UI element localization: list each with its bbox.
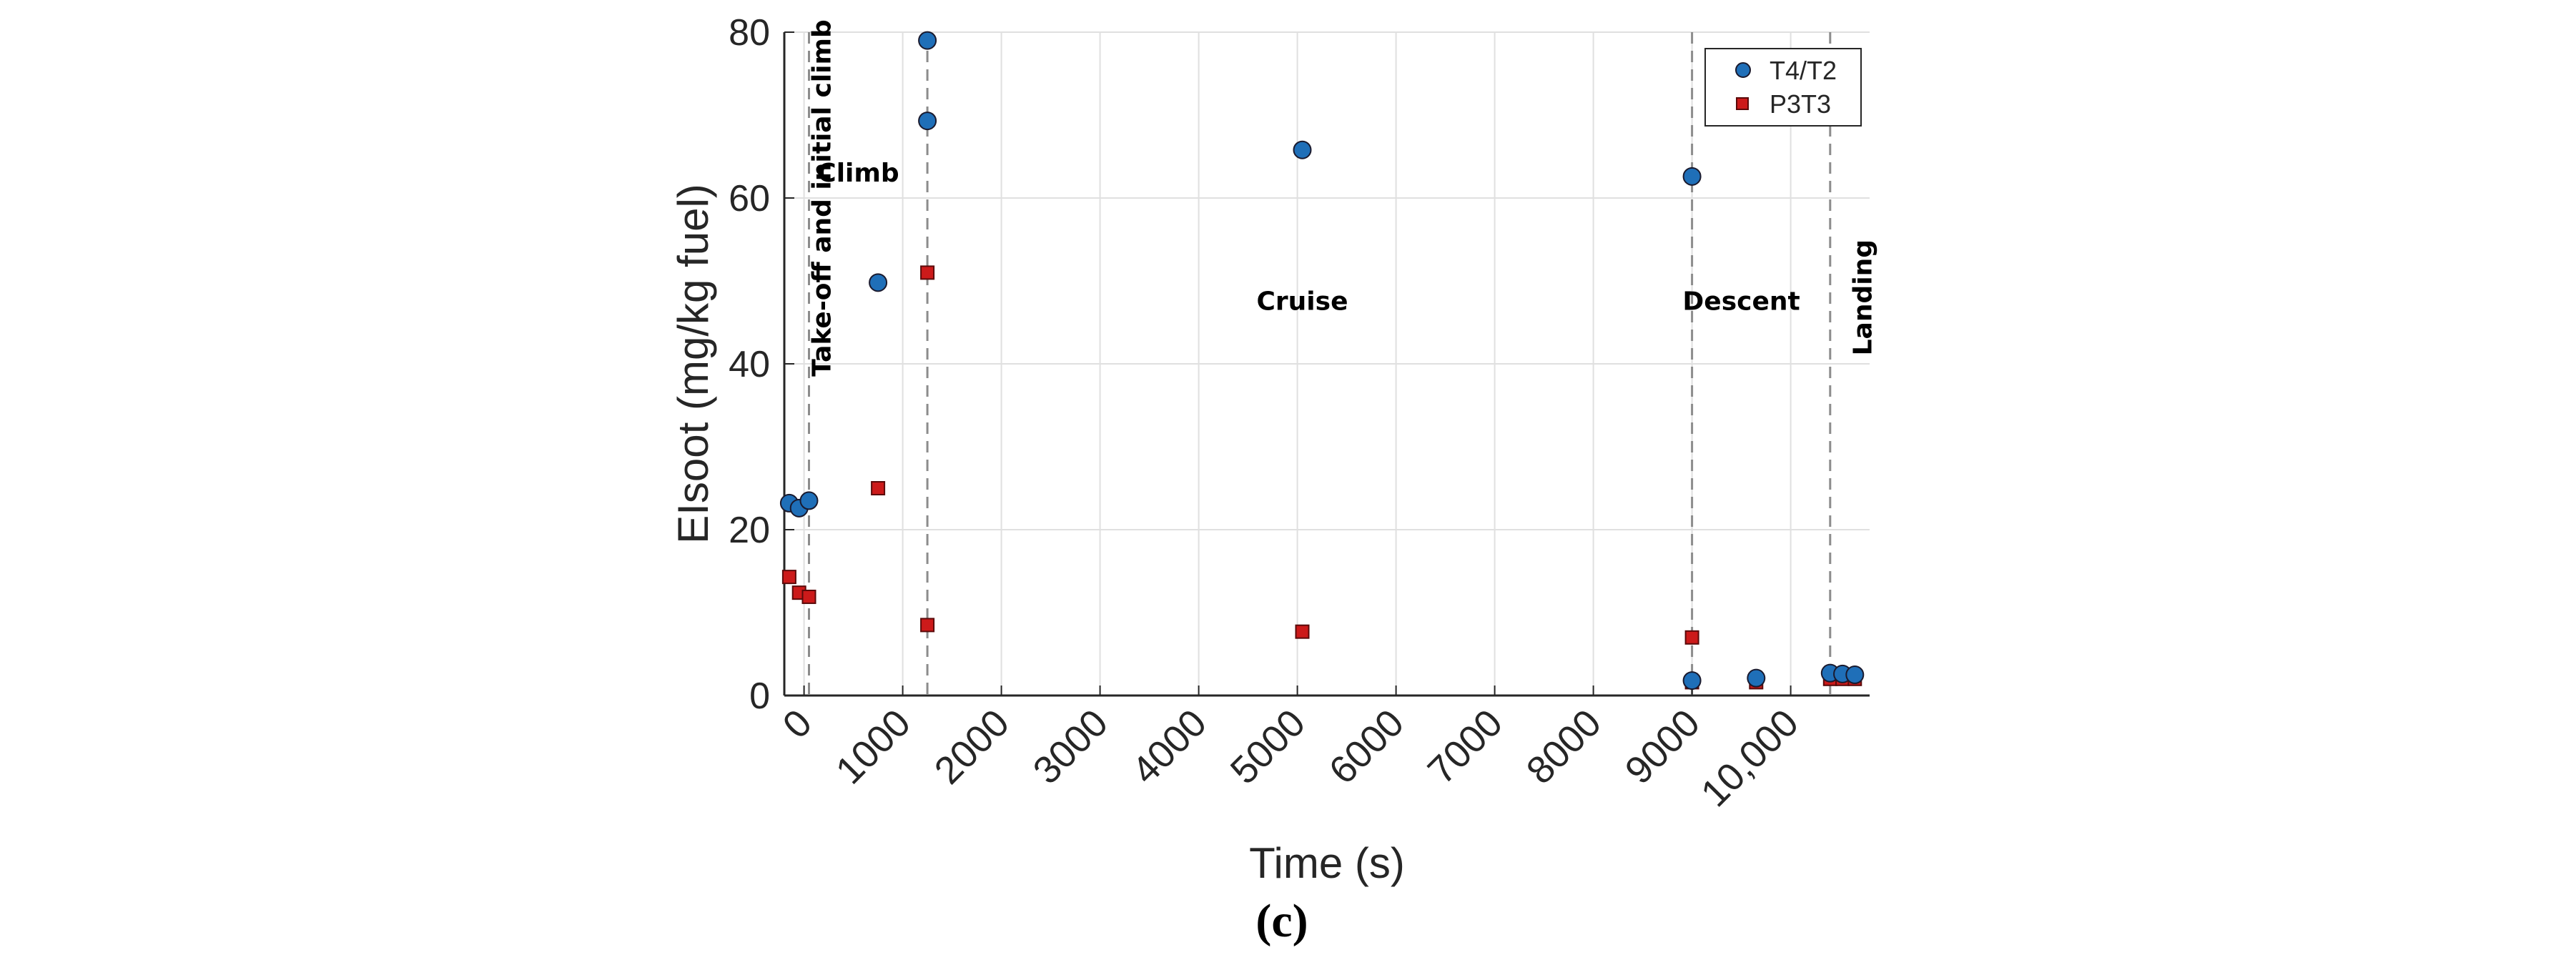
x-tick-labels: 0 1000 2000 3000 4000 5000 6000 7000 8000 900010,…: [774, 686, 1807, 815]
legend-label-t4t2: T4/T2: [1770, 56, 1837, 85]
y-tick-labels: 0 20 40 60 80: [729, 12, 794, 717]
phase-label-1: Climb: [817, 159, 899, 188]
point-t4t2-12: [1845, 665, 1865, 684]
y-tick-label-2: 40: [729, 344, 770, 385]
x-tick-label-2: 2000: [927, 701, 1017, 792]
point-p3t3-3: [871, 481, 886, 495]
x-tick-label-5: 5000: [1223, 701, 1313, 792]
data-points: [779, 31, 1865, 691]
legend-box: [1704, 48, 1862, 127]
point-t4t2-4: [918, 112, 937, 131]
point-t4t2-5: [918, 31, 937, 50]
phase-label-0: Take-off and initial climb: [808, 19, 837, 377]
point-p3t3-7: [1684, 630, 1699, 645]
y-axis-label: EIsoot (mg/kg fuel): [669, 184, 717, 544]
y-tick-label-0: 0: [749, 675, 770, 717]
phase-label-3: Descent: [1682, 287, 1800, 317]
point-p3t3-5: [920, 618, 935, 633]
legend-marker-t4t2: [1735, 62, 1751, 78]
y-tick-label-4: 80: [729, 12, 770, 54]
legend-label-p3t3: P3T3: [1770, 89, 1831, 119]
point-t4t2-6: [1293, 140, 1312, 159]
x-tick-label-1: 1000: [828, 701, 919, 792]
x-axis-label: Time (s): [1249, 839, 1405, 887]
y-tick-label-3: 60: [729, 178, 770, 219]
grid: [784, 31, 1870, 696]
point-t4t2-7: [1682, 167, 1702, 186]
x-tick-label-10: 10,000: [1693, 701, 1807, 815]
point-t4t2-9: [1747, 668, 1766, 688]
legend: T4/T2 P3T3: [1704, 48, 1862, 127]
point-p3t3-0: [781, 570, 796, 585]
x-tick-label-0: 0: [774, 701, 820, 747]
phase-label-2: Cruise: [1257, 287, 1348, 317]
point-p3t3-6: [1295, 624, 1310, 639]
point-t4t2-3: [869, 273, 888, 292]
x-tick-label-8: 8000: [1519, 701, 1609, 792]
y-tick-label-1: 20: [729, 510, 770, 551]
x-tick-label-7: 7000: [1420, 701, 1511, 792]
point-t4t2-8: [1682, 671, 1702, 691]
phase-label-4: Landing: [1848, 239, 1877, 355]
point-p3t3-2: [801, 589, 816, 604]
x-tick-label-4: 4000: [1124, 701, 1215, 792]
x-tick-label-6: 6000: [1321, 701, 1412, 792]
point-p3t3-4: [920, 265, 935, 280]
point-t4t2-2: [799, 491, 819, 510]
legend-marker-p3t3: [1736, 97, 1749, 110]
x-tick-label-9: 9000: [1617, 701, 1708, 792]
figure-caption: (c): [1255, 895, 1308, 947]
x-tick-label-3: 3000: [1025, 701, 1116, 792]
